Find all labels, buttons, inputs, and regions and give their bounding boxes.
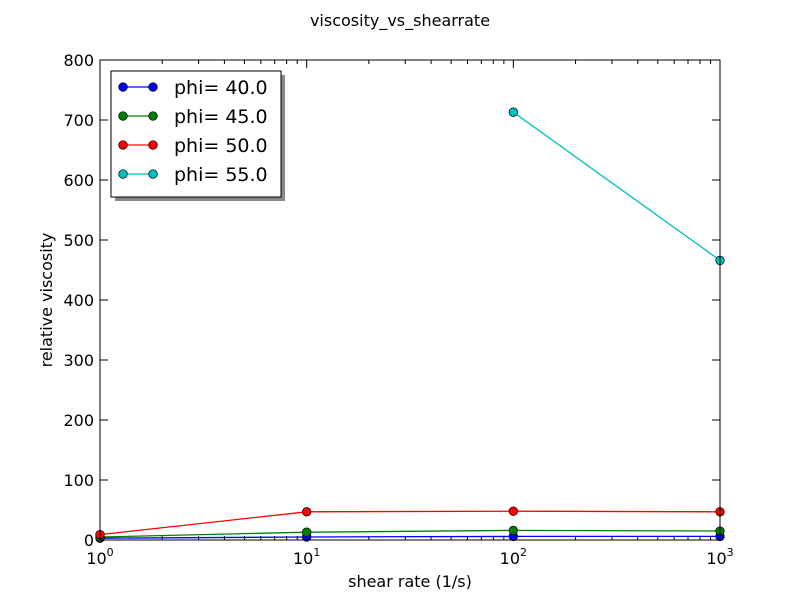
y-tick-label: 0 xyxy=(84,531,94,550)
series-line xyxy=(512,111,721,261)
y-tick-label: 300 xyxy=(63,351,94,370)
y-tick-label: 600 xyxy=(63,171,94,190)
legend-label: phi= 55.0 xyxy=(174,164,268,186)
data-point xyxy=(508,506,518,516)
legend-marker xyxy=(148,169,158,179)
y-tick-label: 500 xyxy=(63,231,94,250)
data-point xyxy=(302,507,312,517)
x-tick-label: 102 xyxy=(500,546,527,568)
legend-label: phi= 45.0 xyxy=(174,106,268,128)
plot-frame xyxy=(99,59,721,541)
y-tick-label: 100 xyxy=(63,471,94,490)
series-line xyxy=(99,529,721,538)
y-tick-label: 400 xyxy=(63,291,94,310)
data-point xyxy=(302,527,312,537)
legend: phi= 40.0 phi= 45.0 phi= 50.0 phi= 55.0 xyxy=(110,70,285,201)
legend-label: phi= 40.0 xyxy=(174,77,268,99)
legend-box xyxy=(110,70,282,198)
data-point xyxy=(508,107,518,117)
x-tick-label: 103 xyxy=(706,546,733,568)
legend-marker xyxy=(118,111,128,121)
legend-marker xyxy=(118,82,128,92)
series-line xyxy=(99,510,721,536)
legend-item: phi= 55.0 xyxy=(118,164,268,186)
x-tick-label: 101 xyxy=(293,546,320,568)
legend-item: phi= 45.0 xyxy=(118,106,268,128)
legend-item: phi= 40.0 xyxy=(118,77,268,99)
legend-marker xyxy=(148,82,158,92)
legend-marker xyxy=(148,111,158,121)
y-tick-label: 800 xyxy=(63,51,94,70)
legend-item: phi= 50.0 xyxy=(118,135,268,157)
legend-label: phi= 50.0 xyxy=(174,135,268,157)
chart-title: viscosity_vs_shearrate xyxy=(310,11,490,31)
series-line xyxy=(99,535,720,539)
x-axis-label: shear rate (1/s) xyxy=(348,572,472,591)
legend-marker xyxy=(118,140,128,150)
legend-marker xyxy=(148,140,158,150)
y-tick-label: 200 xyxy=(63,411,94,430)
x-tick-label: 100 xyxy=(86,546,113,568)
y-tick-label: 700 xyxy=(63,111,94,130)
data-point xyxy=(508,525,518,536)
y-axis-label: relative viscosity xyxy=(37,233,56,368)
legend-marker xyxy=(118,169,128,179)
